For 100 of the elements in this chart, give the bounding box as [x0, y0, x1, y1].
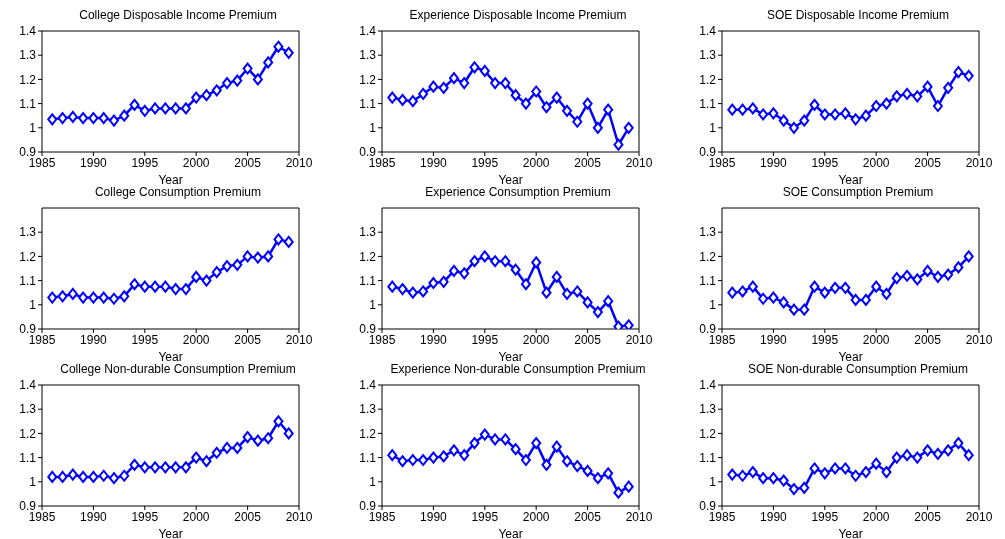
- point: [768, 472, 779, 485]
- point: [78, 112, 89, 125]
- point: [387, 449, 398, 462]
- chart-title: College Non-durable Consumption Premium: [59, 362, 297, 378]
- point: [252, 251, 263, 264]
- x-tick-label: 2005: [234, 509, 262, 524]
- point: [902, 449, 913, 462]
- y-tick-label: 1.3: [699, 402, 717, 417]
- point: [912, 90, 923, 103]
- point: [459, 267, 470, 280]
- point: [469, 255, 480, 268]
- point: [953, 261, 964, 274]
- point: [912, 451, 923, 464]
- point: [57, 290, 68, 303]
- point: [922, 264, 933, 277]
- y-tick-label: 1: [369, 298, 377, 313]
- point: [943, 81, 954, 94]
- point: [953, 66, 964, 79]
- point: [819, 467, 830, 480]
- point: [623, 319, 634, 329]
- x-axis-title: Year: [838, 173, 863, 187]
- point: [201, 274, 212, 287]
- y-tick-label: 1.4: [19, 24, 37, 39]
- x-tick-label: 2000: [182, 509, 210, 524]
- point: [603, 467, 614, 480]
- point: [57, 470, 68, 483]
- point: [840, 462, 851, 475]
- y-tick-label: 1.2: [359, 249, 377, 264]
- point: [139, 280, 150, 293]
- y-tick-label: 1.2: [19, 72, 37, 87]
- y-tick-label: 1.2: [699, 72, 717, 87]
- point: [57, 112, 68, 125]
- point: [871, 457, 882, 470]
- x-tick-label: 2010: [625, 155, 653, 170]
- point: [387, 91, 398, 104]
- point: [963, 449, 974, 462]
- y-tick-label: 1.2: [359, 72, 377, 87]
- point: [273, 40, 284, 53]
- point: [510, 263, 521, 276]
- point: [799, 114, 810, 127]
- x-tick-label: 2010: [965, 509, 993, 524]
- y-tick-label: 1.1: [19, 273, 37, 288]
- point: [737, 103, 748, 116]
- point: [180, 461, 191, 474]
- x-tick-label: 1990: [420, 332, 448, 347]
- y-tick-label: 1: [709, 121, 717, 136]
- point: [88, 291, 99, 304]
- x-tick-label: 1995: [471, 509, 499, 524]
- y-tick-label: 1.1: [699, 273, 717, 288]
- chart-title: College Consumption Premium: [93, 185, 263, 201]
- point: [727, 286, 738, 299]
- x-tick-label: 2000: [862, 155, 890, 170]
- point: [809, 462, 820, 475]
- y-tick-label: 1.3: [19, 402, 37, 417]
- y-tick-label: 1.3: [19, 48, 37, 63]
- point: [758, 108, 769, 121]
- y-tick-label: 1: [29, 121, 37, 136]
- point: [263, 432, 274, 445]
- x-tick-label: 2000: [522, 509, 550, 524]
- point: [490, 433, 501, 446]
- x-tick-label: 1990: [420, 509, 448, 524]
- point: [727, 103, 738, 116]
- point: [98, 112, 109, 125]
- point: [871, 280, 882, 293]
- point: [150, 102, 161, 115]
- point: [891, 272, 902, 285]
- point: [758, 472, 769, 485]
- point: [788, 483, 799, 496]
- y-tick-label: 1: [369, 121, 377, 136]
- x-tick-label: 2000: [522, 155, 550, 170]
- chart-title: College Disposable Income Premium: [78, 8, 278, 24]
- x-tick-label: 2010: [285, 332, 313, 347]
- point: [572, 285, 583, 298]
- x-tick-label: 1995: [131, 509, 159, 524]
- point: [139, 461, 150, 474]
- point: [108, 292, 119, 305]
- point: [108, 472, 119, 485]
- point: [850, 469, 861, 482]
- point: [180, 283, 191, 296]
- point: [222, 441, 233, 454]
- point: [418, 87, 429, 100]
- point: [252, 434, 263, 447]
- point: [500, 77, 511, 90]
- point: [840, 107, 851, 120]
- x-axis-title: Year: [498, 173, 523, 187]
- point: [387, 280, 398, 293]
- point: [232, 258, 243, 271]
- x-axis-title: Year: [158, 350, 183, 364]
- point: [211, 446, 222, 459]
- x-tick-label: 1985: [708, 332, 736, 347]
- point: [108, 114, 119, 127]
- chart-title: Experience Non-durable Consumption Premium: [389, 362, 647, 378]
- point: [242, 62, 253, 75]
- y-tick-label: 1.2: [359, 426, 377, 441]
- y-tick-label: 1: [29, 475, 37, 490]
- point: [572, 115, 583, 128]
- point: [510, 89, 521, 102]
- point: [47, 291, 58, 304]
- chart-title: Experience Consumption Premium: [424, 185, 612, 201]
- y-tick-label: 1: [709, 298, 717, 313]
